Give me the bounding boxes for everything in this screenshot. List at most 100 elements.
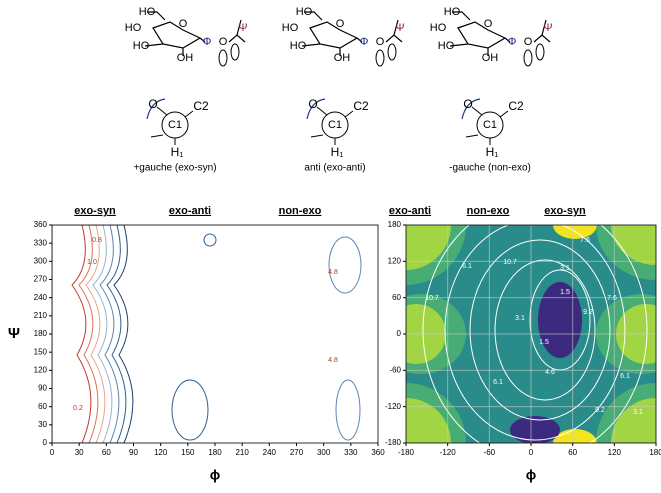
structure-label: O: [179, 18, 188, 30]
x-tick-label: 300: [317, 448, 331, 457]
y-tick-label: 180: [34, 329, 48, 338]
contour: [469, 239, 611, 421]
lone-pair: [375, 49, 385, 67]
contour-label: 10.7: [503, 259, 517, 266]
contour-label: 7.6: [607, 295, 617, 302]
mid-region: [596, 225, 656, 280]
structure-label: HO: [430, 22, 447, 34]
x-tick-label: 60: [568, 448, 577, 457]
y-tick-label: 300: [34, 256, 48, 265]
newman-label: C2: [193, 99, 209, 113]
x-tick-label: 120: [154, 448, 168, 457]
contour-label: 4.6: [545, 369, 555, 376]
structure-label: HO: [444, 6, 461, 18]
y-tick-label: 0: [43, 438, 48, 447]
contour: [171, 379, 209, 441]
y-axis-label: Ψ: [8, 325, 20, 342]
newman-label: O: [308, 97, 317, 111]
y-tick-label: 360: [34, 220, 48, 229]
y-tick-label: 240: [34, 293, 48, 302]
lone-pair: [523, 49, 533, 67]
structure-label: O: [376, 36, 385, 48]
contour-label: 3.1: [560, 265, 570, 272]
structure-label: Ψ: [395, 22, 404, 34]
x-tick-label: 180: [649, 448, 661, 457]
lone-pair: [535, 43, 545, 61]
contour-label: 6.1: [493, 379, 503, 386]
x-axis-label: ϕ: [526, 467, 537, 483]
newman-label: C1: [168, 119, 182, 131]
structure-label: HO: [296, 6, 313, 18]
structure-label: HO: [438, 40, 455, 52]
caption: anti (exo-anti): [304, 163, 365, 174]
lone-pair: [218, 49, 228, 67]
newman-label: O: [148, 97, 157, 111]
contour: [444, 225, 626, 441]
x-tick-label: -180: [398, 448, 415, 457]
y-tick-label: 150: [34, 347, 48, 356]
y-tick-label: 60: [392, 293, 401, 302]
y-tick-label: 210: [34, 311, 48, 320]
region-header: non-exo: [279, 205, 322, 217]
region-header: exo-syn: [74, 205, 116, 217]
contour: [52, 225, 113, 443]
contour: [422, 225, 648, 443]
x-tick-label: -60: [484, 448, 496, 457]
ring: [449, 11, 551, 56]
x-tick-label: 330: [344, 448, 358, 457]
structure-label: HO: [282, 22, 299, 34]
x-tick-label: 240: [263, 448, 277, 457]
x-tick-label: 60: [102, 448, 111, 457]
newman-label: C1: [483, 119, 497, 131]
contour-label: 3.1: [515, 315, 525, 322]
y-tick-label: -120: [385, 402, 402, 411]
mid-region: [596, 383, 656, 443]
y-tick-label: 30: [38, 420, 47, 429]
contour: [203, 233, 217, 247]
structure-label: O: [219, 36, 228, 48]
ring: [301, 11, 403, 56]
y-tick-label: 180: [388, 220, 402, 229]
x-tick-label: 180: [208, 448, 222, 457]
contour-label: 1.5: [539, 339, 549, 346]
x-tick-label: -120: [440, 448, 457, 457]
newman-label: H₁: [331, 145, 344, 159]
low-region: [538, 282, 582, 358]
contour-label: 6.1: [620, 373, 630, 380]
lone-pair: [387, 43, 397, 61]
x-tick-label: 0: [529, 448, 534, 457]
y-tick-label: -180: [385, 438, 402, 447]
newman-label: H₁: [486, 145, 499, 159]
plot-area: [406, 225, 656, 443]
arrow: [306, 98, 326, 120]
contour: [328, 236, 362, 294]
bonds: [150, 106, 194, 145]
structure-label: HO: [139, 6, 156, 18]
newman-label: C2: [508, 99, 524, 113]
lone-pair: [230, 43, 240, 61]
y-tick-label: 120: [34, 365, 48, 374]
contour-label: 4.8: [328, 357, 338, 364]
region-header: non-exo: [467, 205, 510, 217]
structure-label: OH: [177, 52, 194, 64]
mid-region: [406, 383, 466, 443]
structure-label: Ψ: [238, 22, 247, 34]
contour: [52, 225, 99, 443]
contour-label: 4.8: [328, 269, 338, 276]
contour: [52, 225, 106, 443]
y-tick-label: 90: [38, 384, 47, 393]
newman-label: O: [463, 97, 472, 111]
bonds: [465, 106, 509, 145]
mid-region: [406, 225, 466, 285]
y-tick-label: 0: [397, 329, 402, 338]
y-tick-label: 120: [388, 256, 402, 265]
y-tick-label: 330: [34, 238, 48, 247]
contour: [52, 225, 127, 443]
x-tick-label: 210: [235, 448, 249, 457]
x-tick-label: 0: [50, 448, 55, 457]
y-tick-label: -60: [389, 365, 401, 374]
region-header: exo-syn: [544, 205, 586, 217]
caption: -gauche (non-exo): [449, 163, 531, 174]
contour-label: 3.1: [633, 409, 643, 416]
